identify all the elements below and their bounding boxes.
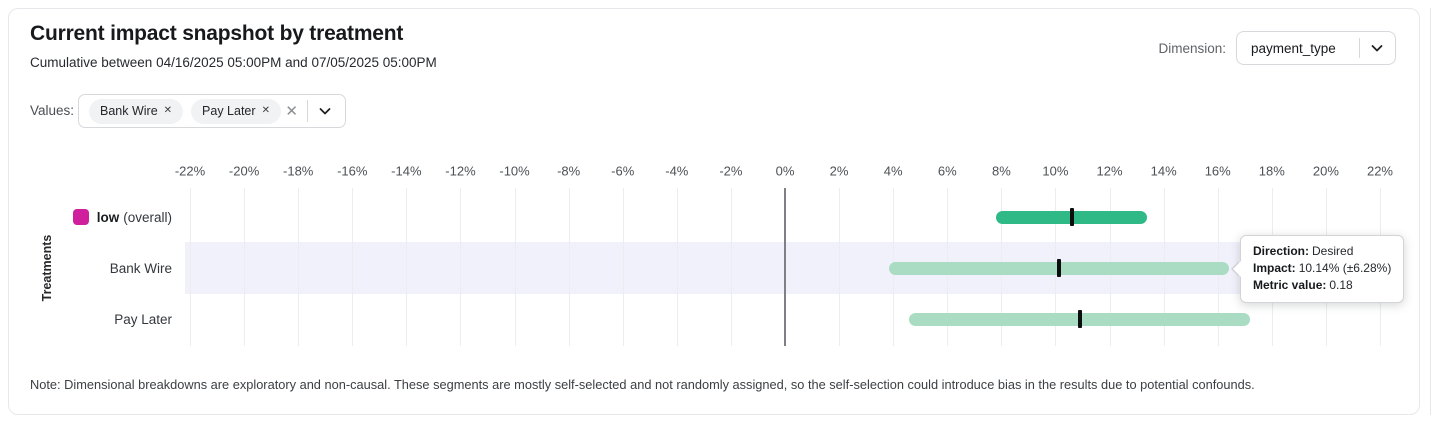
dimension-group: Dimension: payment_type [1158, 31, 1396, 65]
impact-point-marker [1077, 310, 1082, 328]
x-axis-tick-label: -2% [719, 163, 743, 179]
x-axis-tick-label: 6% [937, 163, 957, 179]
disclaimer-note: Note: Dimensional breakdowns are explora… [30, 377, 1255, 392]
grid-line [676, 188, 678, 346]
date-range-subtitle: Cumulative between 04/16/2025 05:00PM an… [30, 55, 437, 70]
row-label: Pay Later [114, 308, 172, 330]
x-axis-tick-label: -4% [665, 163, 689, 179]
impact-point-marker [1069, 208, 1074, 226]
adjacent-card-edge [1430, 8, 1431, 415]
impact-snapshot-card [8, 8, 1420, 415]
chip-label: Pay Later [202, 104, 256, 118]
row-label-text: low [96, 209, 120, 225]
row-label-text: Pay Later [114, 311, 172, 327]
tooltip-metric-row: Metric value: 0.18 [1253, 278, 1353, 292]
grid-line [298, 188, 300, 346]
grid-line [460, 188, 462, 346]
x-axis-tick-label: 2% [829, 163, 849, 179]
impact-point-marker [1057, 259, 1062, 277]
row-label: Bank Wire [110, 257, 172, 279]
row-label-suffix: (overall) [123, 209, 172, 225]
remove-chip-icon[interactable]: ✕ [261, 105, 270, 116]
chevron-down-icon [1371, 45, 1383, 52]
x-axis-tick-label: -22% [174, 163, 206, 179]
x-axis-tick-label: -8% [557, 163, 581, 179]
values-multiselect[interactable]: Bank Wire ✕ Pay Later ✕ ✕ [78, 94, 346, 128]
value-chip: Pay Later ✕ [191, 98, 281, 124]
x-axis-tick-label: -16% [337, 163, 368, 179]
dimension-select[interactable]: payment_type [1236, 31, 1396, 65]
value-chip: Bank Wire ✕ [89, 98, 184, 124]
tooltip-arrow-icon [1233, 261, 1241, 277]
grid-line [568, 188, 570, 346]
x-axis-tick-label: 12% [1096, 163, 1123, 179]
grid-line [352, 188, 354, 346]
grid-line [730, 188, 732, 346]
grid-line [514, 188, 516, 346]
select-divider [307, 100, 308, 122]
chip-label: Bank Wire [100, 104, 158, 118]
row-label: low (overall) [72, 206, 172, 228]
x-axis-tick-label: -20% [228, 163, 260, 179]
x-axis-tick-label: 4% [883, 163, 903, 179]
grid-line [406, 188, 408, 346]
grid-line [244, 188, 246, 346]
remove-chip-icon[interactable]: ✕ [163, 105, 173, 116]
legend-swatch [72, 209, 89, 225]
clear-values-icon[interactable]: ✕ [285, 102, 298, 120]
grid-line [622, 188, 624, 346]
x-axis-tick-label: -12% [445, 163, 476, 179]
x-axis-tick-label: -14% [391, 163, 422, 179]
dimension-label: Dimension: [1158, 40, 1226, 56]
x-axis-tick-label: -6% [611, 163, 635, 179]
chart-tooltip: Direction: Desired Impact: 10.14% (±6.28%)… [1233, 235, 1405, 303]
row-label-text: Bank Wire [109, 260, 172, 276]
dimension-selected-value: payment_type [1251, 40, 1336, 56]
x-axis-tick-label: 18% [1258, 163, 1285, 179]
y-axis-label: Treatments [40, 234, 54, 302]
grid-line [190, 188, 191, 346]
x-axis-tick-label: -18% [283, 163, 314, 179]
x-axis-tick-label: 20% [1312, 163, 1339, 179]
x-axis-tick-label: 22% [1366, 163, 1393, 179]
x-axis-tick-label: 0% [775, 163, 795, 179]
values-filter-label: Values: [30, 103, 75, 118]
x-axis-tick-label: 10% [1042, 163, 1069, 179]
grid-line [839, 188, 841, 346]
selected-value-chips: Bank Wire ✕ Pay Later ✕ [89, 98, 281, 124]
zero-axis-line [784, 188, 786, 346]
x-axis-tick-label: 16% [1204, 163, 1231, 179]
tooltip-direction-row: Direction: Desired [1253, 244, 1354, 258]
x-axis-tick-label: -10% [499, 163, 530, 179]
select-divider [1359, 38, 1360, 58]
x-axis-tick-label: 8% [991, 163, 1011, 179]
page-title: Current impact snapshot by treatment [30, 22, 404, 45]
chevron-down-icon[interactable] [317, 103, 333, 119]
tooltip-impact-row: Impact: 10.14% (±6.28%) [1253, 261, 1392, 275]
x-axis-tick-label: 14% [1150, 163, 1177, 179]
